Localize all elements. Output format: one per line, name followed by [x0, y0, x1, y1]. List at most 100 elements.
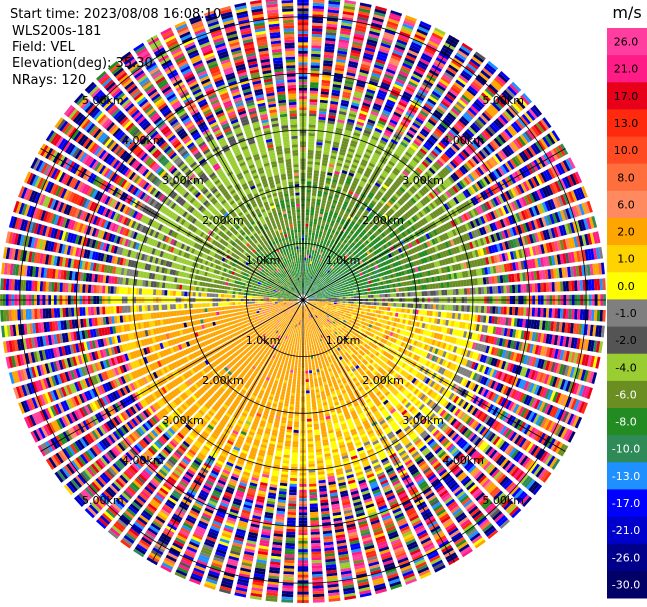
- velocity-gate: [397, 282, 402, 287]
- velocity-gate: [531, 283, 536, 293]
- velocity-gate: [304, 283, 306, 286]
- velocity-gate: [310, 67, 320, 72]
- velocity-gate: [304, 291, 306, 295]
- velocity-gate: [343, 246, 347, 251]
- velocity-gate: [412, 39, 424, 47]
- velocity-gate: [328, 213, 333, 217]
- velocity-gate: [509, 285, 513, 294]
- velocity-gate: [372, 283, 376, 287]
- velocity-gate: [443, 116, 453, 125]
- velocity-gate: [311, 48, 321, 52]
- velocity-gate: [305, 266, 308, 270]
- velocity-gate: [326, 174, 332, 179]
- velocity-gate: [381, 310, 385, 315]
- velocity-gate: [372, 309, 376, 313]
- velocity-gate: [458, 305, 462, 312]
- velocity-gate: [359, 5, 371, 11]
- velocity-gate: [385, 26, 397, 33]
- velocity-gate: [429, 310, 433, 317]
- velocity-gate: [363, 99, 372, 105]
- velocity-gate: [448, 64, 459, 73]
- velocity-gate: [323, 247, 327, 252]
- velocity-gate: [325, 32, 337, 36]
- velocity-gate: [345, 313, 350, 316]
- velocity-gate: [374, 206, 380, 212]
- velocity-gate: [337, 226, 342, 231]
- velocity-gate: [361, 308, 365, 311]
- velocity-gate: [334, 257, 338, 261]
- velocity-gate: [388, 121, 397, 128]
- velocity-gate: [308, 269, 311, 273]
- velocity-gate: [304, 283, 306, 287]
- velocity-gate: [354, 88, 364, 94]
- velocity-gate: [349, 110, 358, 115]
- velocity-gate: [313, 262, 316, 266]
- velocity-gate: [411, 41, 422, 49]
- velocity-gate: [368, 83, 378, 89]
- velocity-gate: [310, 206, 315, 211]
- velocity-gate: [429, 283, 433, 290]
- velocity-gate: [460, 45, 472, 54]
- velocity-gate: [393, 47, 405, 54]
- velocity-gate: [453, 81, 464, 90]
- velocity-gate: [381, 39, 392, 46]
- velocity-gate: [307, 150, 314, 154]
- velocity-gate: [324, 267, 327, 271]
- velocity-gate: [468, 85, 479, 95]
- velocity-gate: [331, 202, 337, 207]
- velocity-gate: [334, 70, 344, 75]
- velocity-gate: [340, 102, 349, 107]
- velocity-gate: [328, 298, 332, 300]
- velocity-gate: [343, 287, 347, 290]
- velocity-gate: [537, 307, 541, 317]
- velocity-gate: [337, 242, 342, 247]
- velocity-gate: [312, 229, 316, 234]
- velocity-gate: [342, 91, 352, 96]
- velocity-gate: [365, 44, 376, 50]
- velocity-gate: [321, 79, 331, 84]
- velocity-gate: [339, 211, 344, 216]
- velocity-gate: [342, 314, 346, 317]
- velocity-gate: [367, 86, 377, 92]
- velocity-gate: [443, 312, 447, 318]
- velocity-gate: [371, 187, 378, 193]
- velocity-gate: [318, 113, 327, 118]
- velocity-gate: [328, 163, 335, 168]
- velocity-gate: [336, 162, 343, 167]
- velocity-gate: [339, 250, 344, 255]
- velocity-gate: [359, 113, 367, 118]
- velocity-gate: [361, 214, 367, 219]
- velocity-gate: [457, 98, 468, 108]
- velocity-gate: [304, 260, 306, 264]
- velocity-gate: [332, 259, 336, 264]
- velocity-gate: [325, 37, 336, 42]
- velocity-gate: [338, 198, 344, 203]
- velocity-gate: [315, 156, 321, 160]
- velocity-gate: [314, 250, 318, 254]
- velocity-gate: [486, 286, 490, 294]
- velocity-gate: [329, 267, 332, 272]
- velocity-gate: [568, 280, 572, 292]
- velocity-gate: [367, 309, 371, 312]
- velocity-gate: [325, 206, 330, 211]
- velocity-gate: [381, 112, 390, 118]
- velocity-gate: [311, 201, 316, 205]
- velocity-gate: [387, 176, 394, 183]
- velocity-gate: [357, 148, 364, 154]
- velocity-gate: [342, 292, 346, 295]
- velocity-gate: [304, 251, 307, 255]
- velocity-gate: [312, 283, 315, 287]
- velocity-gate: [337, 312, 341, 315]
- velocity-gate: [377, 120, 386, 126]
- velocity-gate: [403, 136, 411, 143]
- velocity-gate: [437, 104, 447, 113]
- velocity-gate: [312, 273, 315, 277]
- velocity-gate: [323, 241, 327, 245]
- velocity-gate: [333, 292, 337, 295]
- velocity-gate: [397, 36, 409, 43]
- velocity-gate: [447, 304, 451, 311]
- velocity-gate: [310, 73, 320, 77]
- velocity-gate: [324, 142, 331, 147]
- velocity-gate: [415, 117, 424, 125]
- velocity-gate: [514, 307, 519, 316]
